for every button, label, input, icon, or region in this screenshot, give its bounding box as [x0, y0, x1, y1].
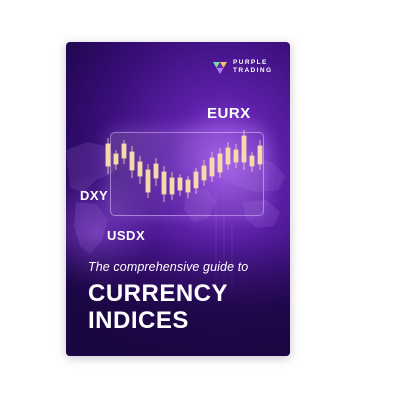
candle	[169, 177, 175, 195]
brand-line-1: PURPLE	[233, 59, 268, 66]
candle	[233, 149, 239, 163]
candle	[129, 151, 135, 171]
candle	[161, 171, 167, 195]
candle	[121, 143, 127, 159]
candle	[241, 135, 247, 163]
candle	[113, 153, 119, 165]
book-cover: PURPLE TRADING	[66, 42, 290, 356]
brand-line-2: TRADING	[233, 67, 273, 74]
ticker-dxy: DXY	[80, 188, 109, 203]
candle	[137, 161, 143, 177]
ticker-usdx: USDX	[107, 228, 146, 243]
candle	[185, 179, 191, 193]
brand-logo: PURPLE TRADING	[212, 59, 272, 75]
cover-headline: CURRENCY INDICES	[88, 280, 278, 334]
cover-title-area: The comprehensive guide to CURRENCY INDI…	[88, 260, 278, 334]
candle	[105, 143, 111, 167]
candle	[257, 145, 263, 165]
headline-line-1: CURRENCY	[88, 280, 229, 307]
candle	[145, 169, 151, 193]
candlestick-chart-illustration	[105, 130, 263, 202]
ticker-eurx: EURX	[207, 105, 251, 122]
candle	[201, 165, 207, 181]
purple-trading-logo-icon	[213, 62, 227, 74]
candle	[193, 171, 199, 189]
candle	[153, 163, 159, 179]
world-map-background	[66, 142, 286, 292]
candle	[209, 157, 215, 177]
cover-subtitle: The comprehensive guide to	[88, 260, 249, 274]
candle	[177, 177, 183, 191]
chart-glass-panel	[110, 132, 264, 216]
brand-name: PURPLE TRADING	[233, 59, 272, 75]
candle	[249, 155, 255, 167]
headline-line-2: INDICES	[88, 307, 189, 334]
candle	[225, 147, 231, 165]
candle	[217, 153, 223, 173]
